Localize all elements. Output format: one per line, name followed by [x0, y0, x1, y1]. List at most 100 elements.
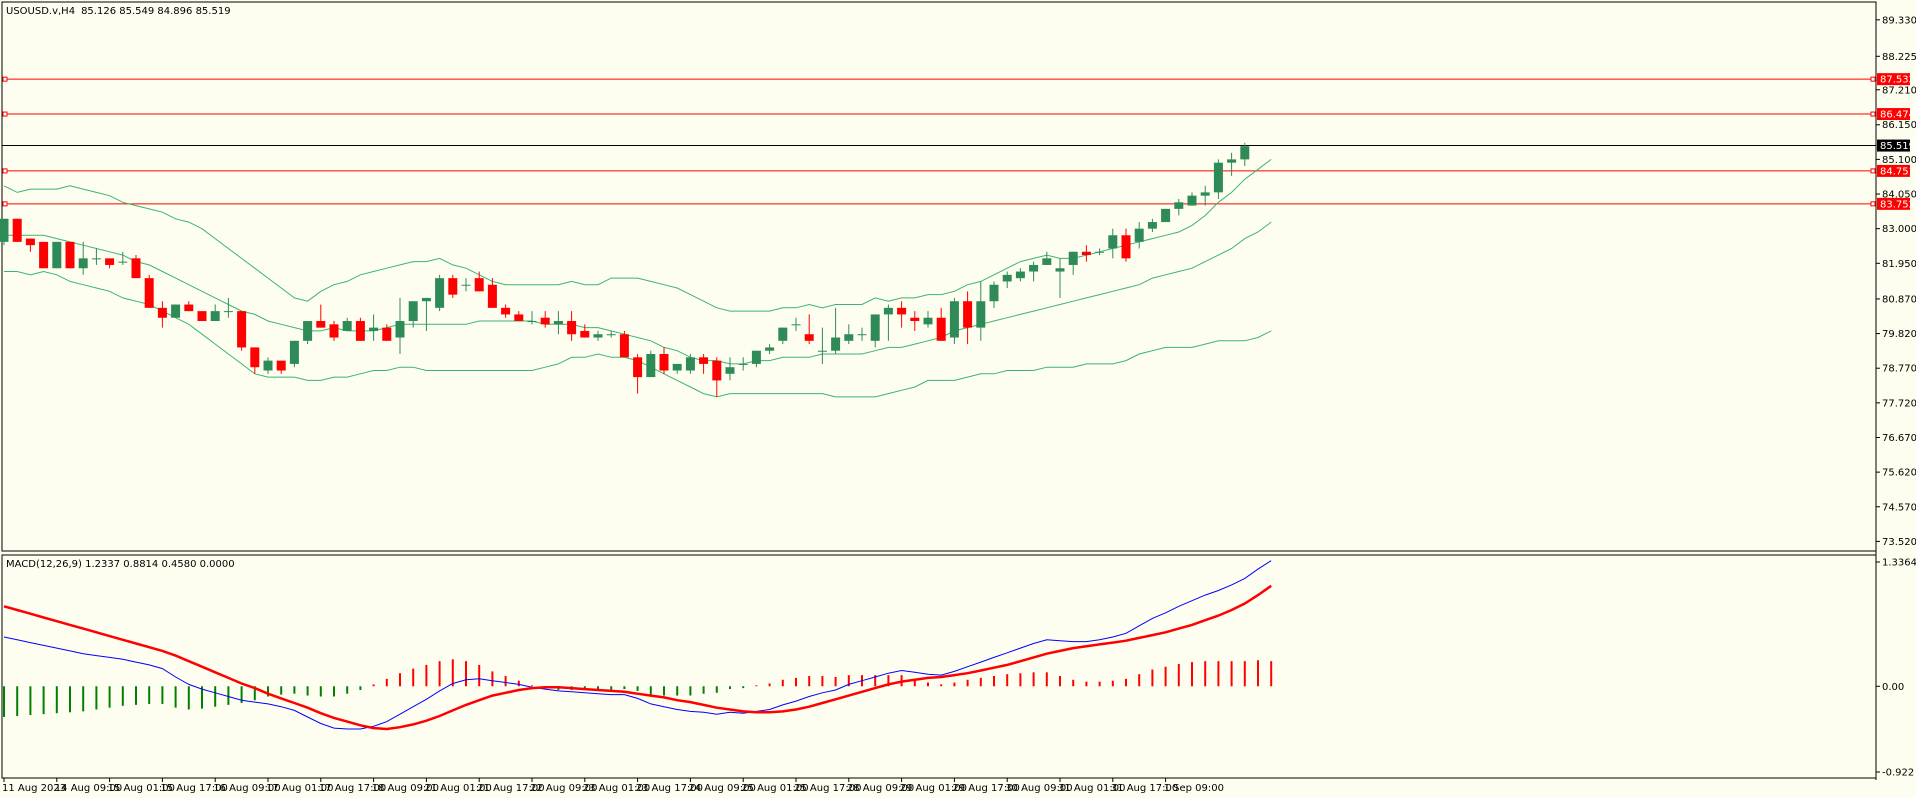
candle-bull — [408, 301, 418, 322]
time-tick-label: 17 Aug 17:00 — [319, 783, 386, 794]
candle-bull — [817, 350, 827, 352]
candle-bull — [1042, 258, 1052, 265]
candle-bear — [514, 314, 524, 322]
macd-axis-ticks: 1.3364 0.00 -0.922 — [1876, 558, 1916, 779]
current-price-label: 85.519 — [1880, 141, 1915, 152]
candle-bear — [540, 317, 550, 325]
price-tick-label: 75.620 — [1882, 468, 1916, 479]
price-tick-label: 73.520 — [1882, 537, 1916, 548]
candle-bear — [39, 241, 49, 269]
candle-bull — [1227, 159, 1237, 163]
candle-bull — [606, 334, 616, 336]
candle-bear — [25, 238, 35, 246]
time-tick-label: 30 Aug 09:00 — [1005, 783, 1072, 794]
candle-bull — [118, 261, 128, 263]
level-label-box — [1877, 73, 1910, 86]
candle-bear — [580, 330, 590, 338]
candle-bull — [461, 284, 471, 286]
candle-bull — [791, 324, 801, 326]
candle-bull — [593, 334, 603, 338]
candle-bull — [1015, 271, 1025, 279]
bollinger-upper — [3, 159, 1272, 312]
level-label: 84.751 — [1880, 166, 1915, 177]
candle-bull — [685, 357, 695, 371]
candle-bear — [501, 307, 511, 315]
candle-bull — [91, 258, 101, 260]
candle-bear — [699, 357, 709, 364]
time-tick-label: 15 Aug 17:00 — [160, 783, 227, 794]
candle-bear — [131, 258, 141, 279]
candle-bull — [1240, 146, 1250, 160]
candle-bear — [144, 278, 154, 308]
bollinger-mid — [4, 221, 1272, 365]
price-tick-label: 78.770 — [1882, 364, 1916, 375]
level-handle-left — [2, 76, 8, 82]
macd-lines — [3, 560, 1272, 731]
price-tick-label: 79.820 — [1882, 329, 1916, 340]
horizontal-levels[interactable] — [2, 76, 1876, 207]
candle-bull — [738, 363, 748, 365]
candle-bear — [712, 360, 722, 381]
candle-bear — [329, 324, 339, 338]
candle-bull — [672, 363, 682, 371]
candle-bear — [448, 278, 458, 295]
price-tick-label: 85.100 — [1882, 155, 1916, 166]
time-tick-label: 23 Aug 01:00 — [583, 783, 650, 794]
time-tick-label: 22 Aug 09:00 — [530, 783, 597, 794]
candle-bear — [487, 284, 497, 308]
candle-bear — [276, 360, 286, 371]
candle-bull — [751, 350, 761, 364]
candle-bull — [857, 334, 867, 336]
candle-bull — [52, 241, 62, 269]
candle-bull — [303, 321, 313, 341]
candle-bull — [210, 311, 220, 322]
candle-bull — [0, 218, 9, 242]
candle-bull — [1200, 192, 1210, 196]
price-tick-label: 83.000 — [1882, 224, 1916, 235]
candle-bear — [65, 241, 75, 269]
candle-bull — [1134, 228, 1144, 242]
candle-bull — [171, 304, 181, 318]
level-label-box — [1877, 164, 1910, 177]
candle-bear — [659, 354, 669, 371]
candle-bull — [369, 327, 379, 331]
time-tick-label: 24 Aug 09:00 — [688, 783, 755, 794]
time-tick-label: 16 Aug 09:00 — [213, 783, 280, 794]
price-tick-label: 84.050 — [1882, 190, 1916, 201]
time-tick-label: 25 Aug 01:00 — [741, 783, 808, 794]
signal-line — [3, 584, 1272, 731]
macd-tick-label: -0.922 — [1882, 768, 1914, 779]
level-handle-right — [1870, 201, 1876, 207]
level-label: 86.474 — [1880, 110, 1915, 121]
level-handle-left — [2, 201, 8, 207]
candle-bull — [989, 284, 999, 302]
candle-bear — [105, 258, 115, 265]
time-tick-label: 11 Aug 2023 — [2, 783, 66, 794]
candle-bull — [1095, 251, 1105, 253]
candle-bull — [778, 327, 788, 341]
candle-bull — [527, 321, 537, 323]
candle-bull — [976, 301, 986, 328]
time-tick-label: 31 Aug 17:00 — [1111, 783, 1178, 794]
time-tick-label: 25 Aug 17:00 — [794, 783, 861, 794]
candle-bear — [184, 304, 194, 312]
candle-bear — [382, 327, 392, 341]
candle-bear — [157, 307, 167, 318]
candle-bull — [342, 321, 352, 331]
time-tick-label: 23 Aug 17:00 — [636, 783, 703, 794]
candle-bear — [897, 307, 907, 315]
candle-bear — [237, 311, 247, 348]
macd-header: MACD(12,26,9) 1.2337 0.8814 0.4580 0.000… — [6, 559, 235, 570]
candle-bull — [1161, 208, 1171, 223]
candle-bull — [289, 340, 299, 364]
price-tick-label: 89.330 — [1882, 15, 1916, 26]
candle-bear — [1081, 251, 1091, 256]
candlesticks — [0, 142, 1250, 397]
candle-bear — [567, 321, 577, 335]
price-tick-label: 87.210 — [1882, 85, 1916, 96]
price-tick-label: 77.720 — [1882, 398, 1916, 409]
candle-bull — [831, 337, 841, 351]
